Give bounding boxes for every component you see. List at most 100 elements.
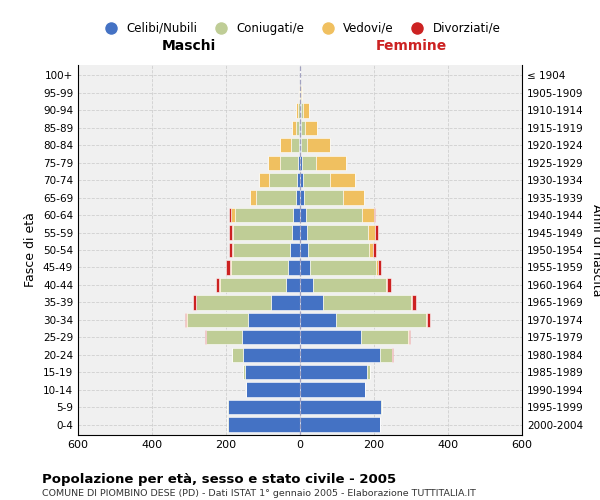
Bar	[227, 418, 228, 432]
Bar	[299, 138, 300, 152]
Bar	[386, 278, 388, 292]
Bar	[388, 278, 391, 292]
Bar	[300, 208, 305, 222]
Bar	[196, 295, 271, 310]
Bar	[280, 156, 298, 170]
Bar	[298, 103, 299, 118]
Bar	[300, 173, 303, 188]
Bar	[307, 138, 330, 152]
Bar	[245, 365, 300, 380]
Bar	[300, 312, 336, 327]
Bar	[302, 156, 316, 170]
Bar	[245, 382, 247, 397]
Text: Femmine: Femmine	[376, 39, 446, 53]
Bar	[259, 173, 269, 188]
Bar	[248, 312, 300, 327]
Bar	[374, 208, 376, 222]
Bar	[301, 138, 307, 152]
Bar	[293, 208, 300, 222]
Bar	[187, 312, 248, 327]
Bar	[362, 208, 374, 222]
Bar	[232, 226, 233, 239]
Bar	[206, 330, 242, 344]
Bar	[323, 295, 411, 310]
Bar	[290, 243, 300, 257]
Bar	[300, 226, 307, 239]
Bar	[228, 400, 300, 414]
Bar	[300, 382, 365, 397]
Bar	[300, 400, 382, 414]
Bar	[235, 208, 293, 222]
Bar	[296, 103, 298, 118]
Bar	[298, 156, 300, 170]
Bar	[242, 348, 300, 362]
Bar	[271, 295, 300, 310]
Bar	[301, 103, 302, 118]
Bar	[300, 348, 380, 362]
Y-axis label: Anni di nascita: Anni di nascita	[590, 204, 600, 296]
Bar	[427, 312, 430, 327]
Y-axis label: Fasce di età: Fasce di età	[25, 212, 37, 288]
Bar	[305, 120, 317, 135]
Bar	[227, 400, 228, 414]
Text: COMUNE DI PIOMBINO DESE (PD) - Dati ISTAT 1° gennaio 2005 - Elaborazione TUTTITA: COMUNE DI PIOMBINO DESE (PD) - Dati ISTA…	[42, 489, 476, 498]
Bar	[296, 120, 299, 135]
Bar	[291, 138, 299, 152]
Bar	[229, 226, 232, 239]
Bar	[300, 243, 308, 257]
Legend: Celibi/Nubili, Coniugati/e, Vedovi/e, Divorziati/e: Celibi/Nubili, Coniugati/e, Vedovi/e, Di…	[95, 18, 505, 40]
Bar	[300, 365, 367, 380]
Bar	[232, 243, 233, 257]
Bar	[299, 120, 300, 135]
Bar	[375, 226, 378, 239]
Text: Maschi: Maschi	[162, 39, 216, 53]
Bar	[380, 348, 392, 362]
Bar	[185, 312, 187, 327]
Bar	[343, 190, 364, 205]
Bar	[268, 156, 280, 170]
Bar	[367, 365, 370, 380]
Bar	[305, 208, 362, 222]
Bar	[412, 295, 416, 310]
Bar	[269, 173, 297, 188]
Bar	[373, 243, 376, 257]
Bar	[304, 190, 343, 205]
Bar	[361, 330, 409, 344]
Bar	[301, 120, 305, 135]
Bar	[300, 120, 301, 135]
Bar	[409, 330, 410, 344]
Bar	[228, 418, 300, 432]
Bar	[300, 190, 304, 205]
Bar	[302, 103, 309, 118]
Bar	[231, 208, 235, 222]
Bar	[301, 86, 302, 100]
Bar	[244, 365, 245, 380]
Bar	[229, 243, 232, 257]
Bar	[300, 156, 302, 170]
Bar	[300, 330, 361, 344]
Bar	[310, 260, 376, 274]
Bar	[247, 382, 300, 397]
Text: Popolazione per età, sesso e stato civile - 2005: Popolazione per età, sesso e stato civil…	[42, 472, 396, 486]
Bar	[307, 226, 368, 239]
Bar	[300, 278, 313, 292]
Bar	[313, 278, 386, 292]
Bar	[242, 330, 300, 344]
Bar	[230, 260, 231, 274]
Bar	[300, 295, 323, 310]
Bar	[231, 260, 288, 274]
Bar	[300, 418, 380, 432]
Bar	[303, 173, 329, 188]
Bar	[220, 278, 286, 292]
Bar	[411, 295, 412, 310]
Bar	[193, 295, 196, 310]
Bar	[292, 226, 300, 239]
Bar	[215, 278, 220, 292]
Bar	[369, 243, 373, 257]
Bar	[329, 173, 355, 188]
Bar	[378, 260, 381, 274]
Bar	[296, 190, 300, 205]
Bar	[256, 190, 296, 205]
Bar	[205, 330, 206, 344]
Bar	[300, 103, 301, 118]
